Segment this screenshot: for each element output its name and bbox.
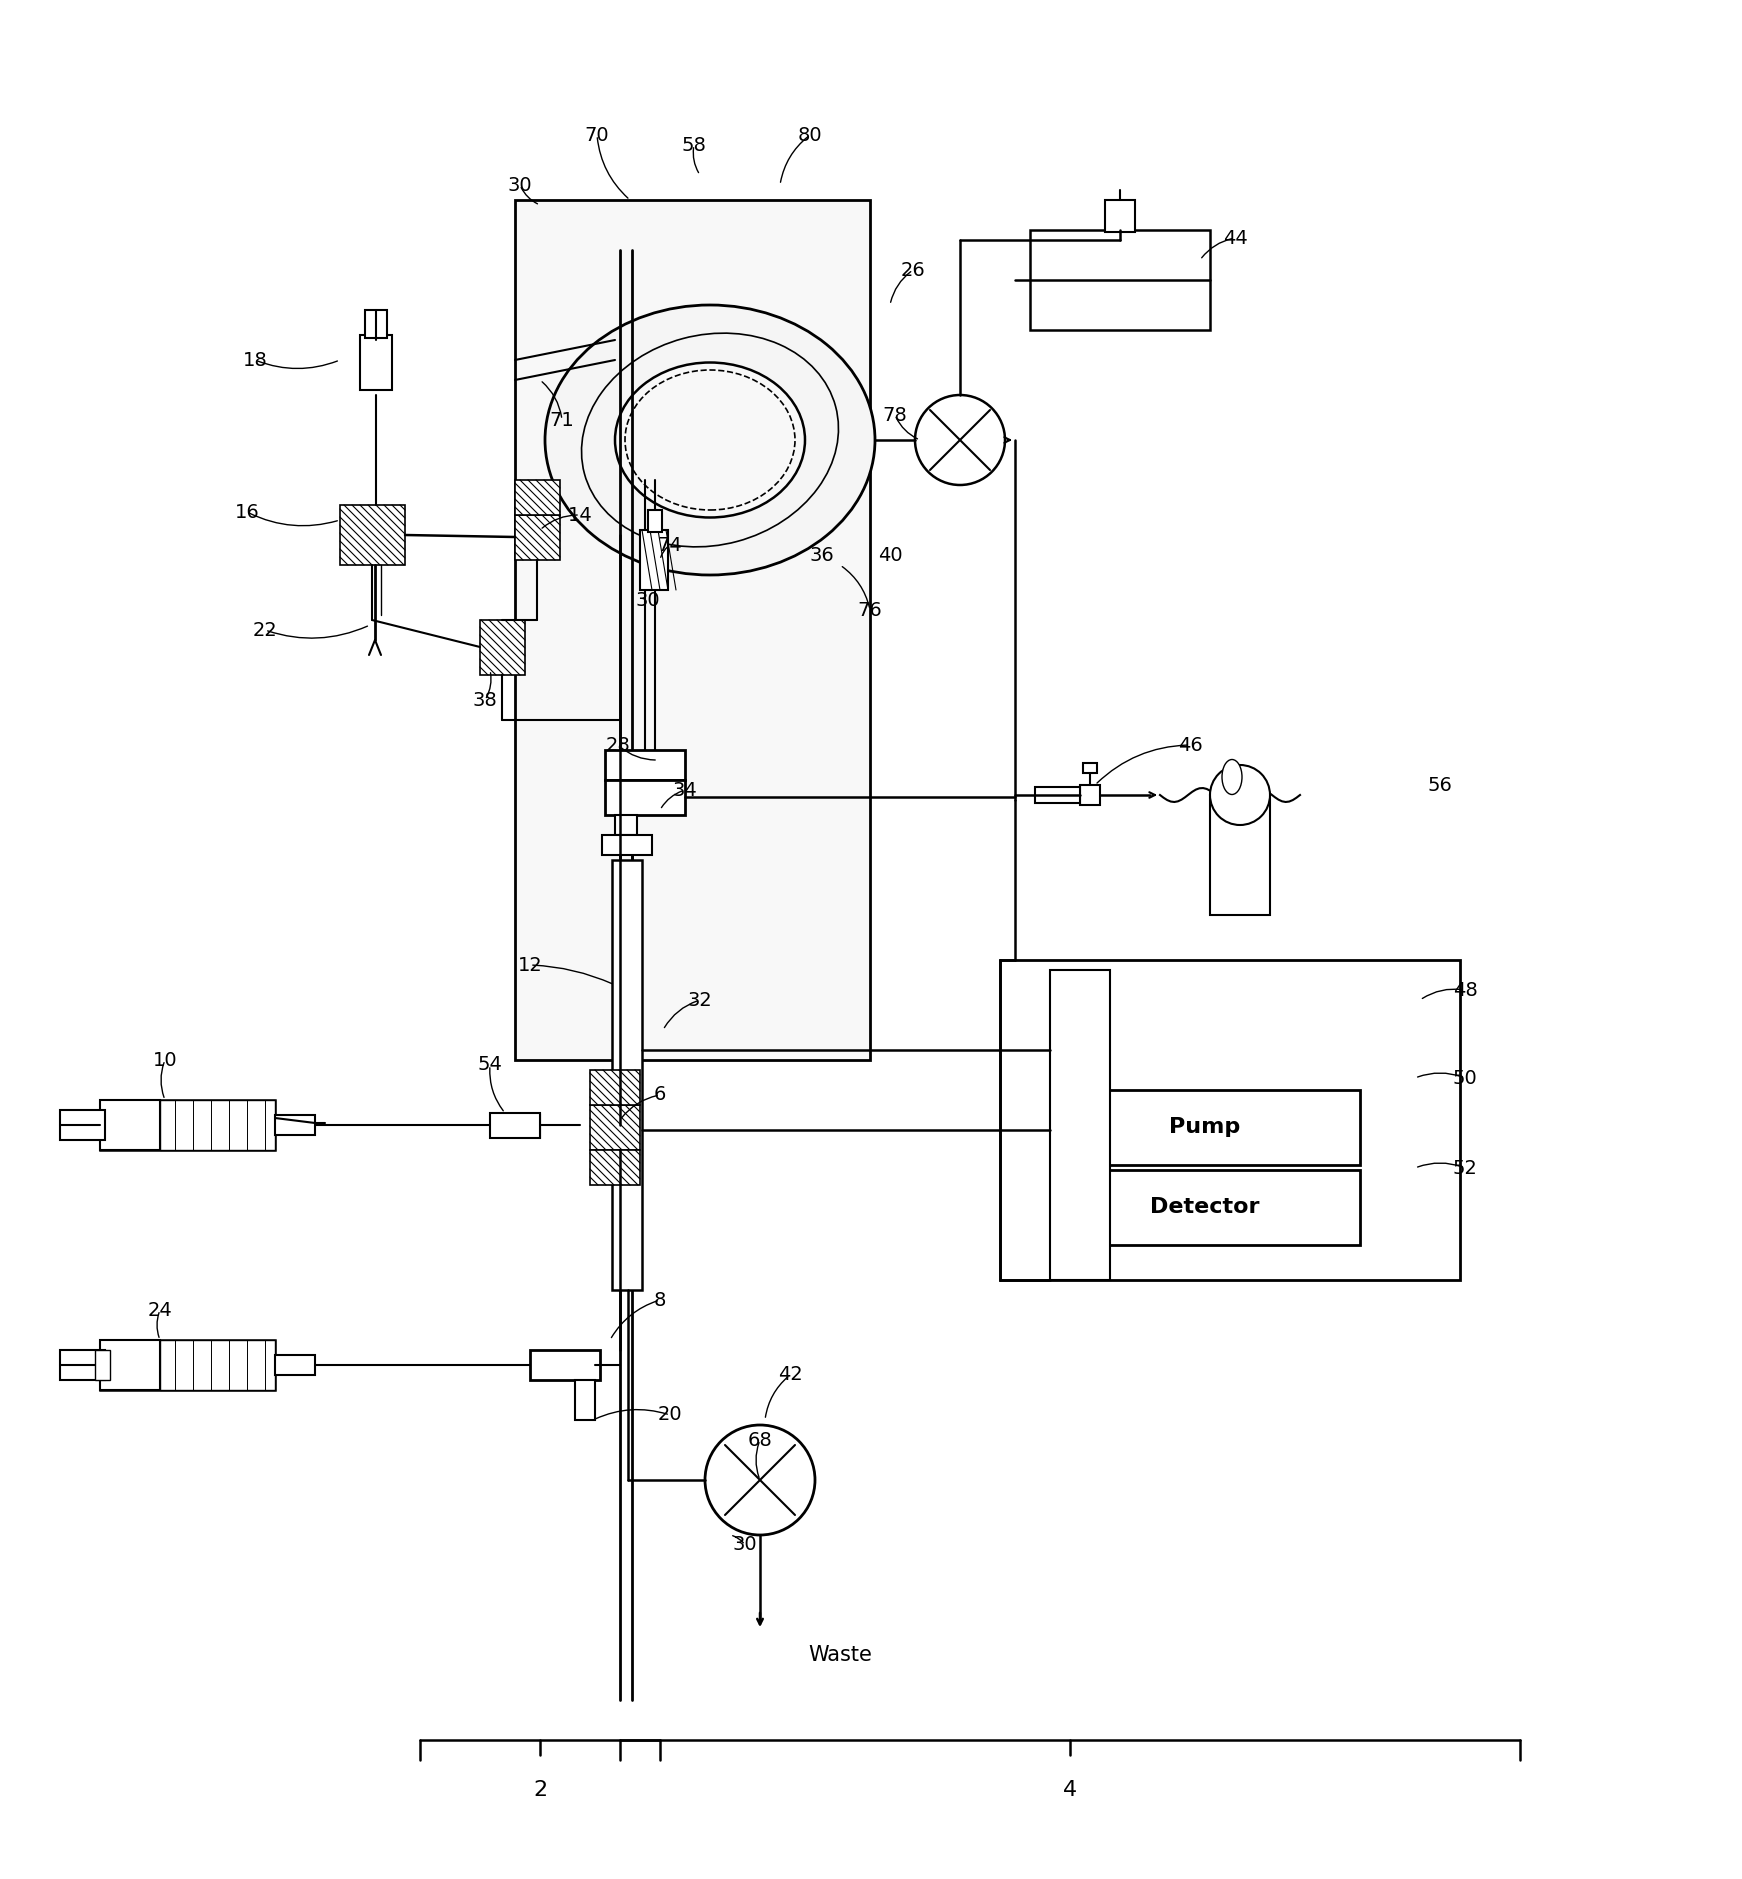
Bar (516, 479, 559, 515)
Circle shape (915, 395, 1005, 485)
Bar (481, 620, 524, 675)
Text: 76: 76 (857, 601, 883, 620)
Text: 6: 6 (653, 1086, 665, 1105)
Bar (99, 1099, 160, 1150)
Bar (591, 1069, 639, 1105)
Bar (604, 750, 685, 780)
Text: 74: 74 (658, 536, 683, 554)
Text: Detector: Detector (1150, 1197, 1259, 1218)
Text: 40: 40 (878, 545, 902, 564)
Bar (1211, 795, 1270, 915)
Text: 70: 70 (585, 126, 610, 145)
Bar (275, 1355, 315, 1375)
Bar (275, 1114, 315, 1135)
Bar (611, 861, 643, 1291)
Text: 2: 2 (533, 1779, 547, 1800)
Bar (99, 1099, 275, 1150)
Text: 78: 78 (883, 406, 908, 425)
Bar (340, 505, 404, 566)
Text: 4: 4 (1063, 1779, 1077, 1800)
Text: 26: 26 (901, 261, 925, 280)
Ellipse shape (1211, 765, 1270, 825)
Bar (99, 1340, 160, 1390)
Bar (1000, 960, 1460, 1280)
Bar (1050, 970, 1110, 1280)
Bar (1035, 787, 1080, 802)
Text: 44: 44 (1223, 229, 1247, 248)
Text: 12: 12 (517, 956, 542, 975)
Bar (575, 1379, 596, 1421)
Ellipse shape (615, 363, 805, 517)
Bar (603, 834, 652, 855)
Bar (490, 1112, 540, 1139)
Text: 48: 48 (1453, 981, 1477, 1000)
Text: 30: 30 (507, 175, 533, 195)
Bar (1080, 785, 1099, 804)
Text: 50: 50 (1453, 1069, 1477, 1088)
Bar (516, 515, 559, 560)
Bar (639, 530, 667, 590)
Bar (615, 815, 638, 834)
Text: 14: 14 (568, 505, 592, 524)
Bar (648, 509, 662, 532)
Bar (591, 1150, 639, 1186)
Text: Waste: Waste (808, 1644, 873, 1665)
Bar (516, 199, 869, 1060)
Text: 30: 30 (733, 1535, 758, 1554)
Text: 10: 10 (153, 1050, 178, 1069)
Ellipse shape (545, 304, 874, 575)
Text: 56: 56 (1427, 776, 1453, 795)
Text: 20: 20 (658, 1405, 683, 1424)
Text: 24: 24 (148, 1300, 172, 1319)
Bar (591, 1105, 639, 1150)
Text: 28: 28 (606, 735, 631, 755)
Text: 36: 36 (810, 545, 834, 564)
Text: 42: 42 (777, 1366, 803, 1385)
Text: 80: 80 (798, 126, 822, 145)
Bar (1050, 1171, 1361, 1246)
Bar (1104, 199, 1136, 231)
Circle shape (706, 1424, 815, 1535)
Bar (361, 334, 392, 391)
Text: 18: 18 (242, 351, 267, 370)
Text: 71: 71 (550, 410, 575, 430)
Bar (1050, 1090, 1361, 1165)
Bar (160, 1099, 275, 1150)
Bar (59, 1110, 105, 1141)
Text: 8: 8 (653, 1291, 665, 1310)
Text: 30: 30 (636, 590, 660, 609)
Text: 52: 52 (1453, 1159, 1477, 1178)
Text: 46: 46 (1178, 735, 1202, 755)
Bar (96, 1349, 110, 1379)
Text: 58: 58 (681, 135, 707, 154)
Text: 22: 22 (253, 620, 277, 639)
Bar (604, 780, 685, 815)
Bar (1030, 229, 1211, 331)
Text: 34: 34 (672, 780, 697, 799)
Bar (160, 1340, 275, 1390)
Bar (366, 310, 387, 338)
Text: 38: 38 (472, 690, 498, 710)
Bar (530, 1349, 599, 1379)
Text: 54: 54 (477, 1056, 502, 1075)
Text: 16: 16 (235, 502, 260, 522)
Ellipse shape (1221, 759, 1242, 795)
Bar (99, 1340, 275, 1390)
Bar (1084, 763, 1097, 772)
Text: 32: 32 (688, 990, 712, 1009)
Bar (59, 1349, 105, 1379)
Text: Pump: Pump (1169, 1116, 1240, 1137)
Text: 68: 68 (747, 1430, 772, 1449)
